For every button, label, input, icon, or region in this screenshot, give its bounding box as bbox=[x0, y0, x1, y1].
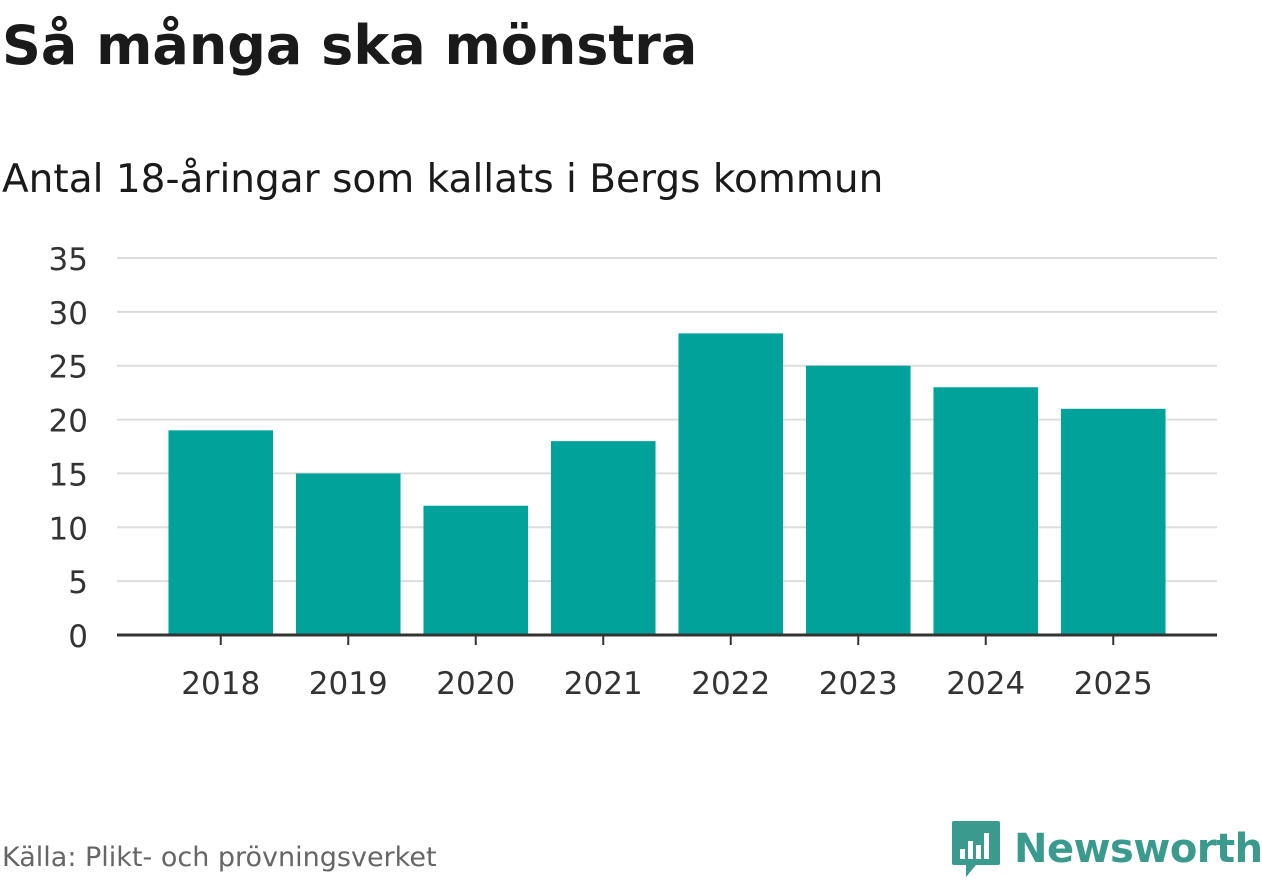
x-tick-label: 2019 bbox=[309, 666, 388, 702]
bar-2019 bbox=[295, 473, 401, 635]
x-tick-label: 2018 bbox=[181, 666, 260, 702]
gridlines bbox=[117, 257, 1217, 583]
bar-2024 bbox=[933, 387, 1039, 635]
bar-2021 bbox=[550, 441, 656, 635]
y-tick-label: 5 bbox=[68, 565, 88, 601]
chart-title: Så många ska mönstra bbox=[2, 14, 698, 77]
x-tick-label: 2020 bbox=[436, 666, 515, 702]
x-tick-label: 2025 bbox=[1074, 666, 1153, 702]
y-tick-label: 25 bbox=[49, 350, 88, 386]
y-tick-label: 0 bbox=[68, 619, 88, 655]
x-tick-label: 2022 bbox=[691, 666, 770, 702]
bar-2023 bbox=[805, 365, 911, 635]
y-tick-label: 35 bbox=[49, 242, 88, 278]
x-tick-label: 2021 bbox=[564, 666, 643, 702]
y-tick-label: 20 bbox=[49, 404, 88, 440]
bar-2018 bbox=[168, 430, 274, 635]
y-tick-label: 15 bbox=[49, 457, 88, 493]
x-tick-label: 2024 bbox=[946, 666, 1025, 702]
bar-2025 bbox=[1060, 408, 1166, 635]
brand-logo-block[interactable]: Newsworthy bbox=[950, 818, 1262, 880]
newsworthy-logo-icon bbox=[952, 821, 1000, 877]
brand-name: Newsworthy bbox=[1014, 826, 1262, 872]
x-tick-label: 2023 bbox=[819, 666, 898, 702]
bars bbox=[168, 333, 1166, 635]
bar-2020 bbox=[423, 505, 529, 635]
y-tick-label: 30 bbox=[49, 296, 88, 332]
bar-2022 bbox=[678, 333, 784, 635]
y-tick-label: 10 bbox=[49, 511, 88, 547]
chart-subtitle: Antal 18-åringar som kallats i Bergs kom… bbox=[2, 157, 884, 202]
source-note: Källa: Plikt- och prövningsverket bbox=[2, 842, 437, 873]
